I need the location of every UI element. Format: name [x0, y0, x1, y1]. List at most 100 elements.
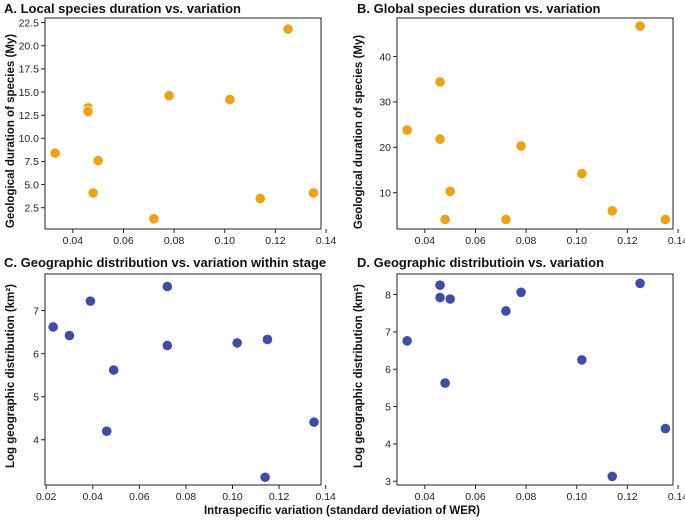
panel-b-data-point: [434, 133, 446, 145]
panel-d-x-tick-label: 0.08: [516, 491, 537, 503]
panel-b-data-point: [606, 205, 618, 217]
panel-c-data-point: [259, 471, 271, 483]
panel-c-data-point: [231, 337, 243, 349]
panel-c-data-point: [63, 329, 76, 342]
panel-d-x-tick-label: 0.04: [415, 491, 436, 503]
panel-c-data-point: [161, 280, 173, 293]
panel-b-x-tick-label: 0.14: [668, 235, 685, 247]
panel-d-data-point: [576, 354, 588, 366]
panel-b-data-point: [444, 185, 456, 197]
panel-d-data-point: [659, 423, 672, 435]
panel-c-y-tick-label: 5: [33, 392, 39, 404]
panel-a-x-tick-label: 0.04: [63, 235, 84, 247]
panel-d-data-point: [500, 305, 512, 317]
panel-b-ylabel: Geological duration of species (My): [353, 35, 365, 229]
panel-b-plot-frame: [396, 17, 674, 230]
panel-a-y-tick-label: 5.0: [24, 179, 39, 191]
panel-c-x-tick-label: 0.02: [36, 491, 57, 503]
panel-c-ylabel: Log geographic distribution (km²): [5, 284, 17, 468]
panel-d-data-point: [515, 286, 527, 298]
panel-a-y-tick-label: 22.5: [19, 17, 40, 29]
panel-c-x-tick-label: 0.04: [83, 491, 104, 503]
panel-b-x-tick-label: 0.04: [415, 235, 436, 247]
panel-d-y-tick-label: 6: [385, 364, 391, 376]
panel-a-data-point: [254, 192, 266, 205]
panel-d-data-point: [434, 279, 446, 291]
panel-d-y-tick-label: 5: [385, 401, 391, 413]
panel-c: C. Geographic distribution vs. variation…: [4, 255, 336, 503]
panel-a-y-tick-label: 12.5: [19, 110, 40, 122]
panel-a-y-tick-label: 2.5: [24, 203, 39, 215]
panel-d-data-point: [634, 277, 646, 289]
panel-d-x-tick-label: 0.06: [465, 491, 486, 503]
panel-b-y-tick-label: 40: [379, 51, 391, 63]
panel-a-y-tick-label: 10.0: [19, 133, 40, 145]
panel-d-x-tick-label: 0.10: [567, 491, 588, 503]
panel-a-data-point: [92, 154, 104, 167]
panel-c-data-point: [161, 339, 173, 352]
panel-a-plot-frame: [44, 17, 322, 230]
panel-a-data-point: [148, 213, 160, 225]
panel-d-title: D. Geographic distributioin vs. variatio…: [357, 255, 604, 270]
panel-b-data-point: [515, 140, 527, 152]
panel-c-x-tick-label: 0.06: [129, 491, 150, 503]
panel-b-title: B. Global species duration vs. variation: [357, 1, 601, 16]
panel-a-data-point: [49, 147, 61, 159]
panel-d-ylabel: Log geographic distribution (km²): [353, 284, 365, 468]
panel-d-y-tick-label: 4: [385, 439, 391, 451]
panel-d-data-point: [444, 293, 456, 305]
panel-a-y-tick-label: 17.5: [19, 64, 40, 76]
panel-a-data-point: [307, 187, 320, 199]
panel-c-y-tick-label: 7: [33, 305, 39, 317]
panel-a-y-tick-label: 7.5: [24, 156, 39, 168]
panel-c-data-point: [308, 416, 320, 428]
panel-b-data-point: [659, 213, 672, 226]
panel-c-y-tick-label: 4: [33, 435, 39, 447]
panel-d-x-tick-label: 0.12: [617, 491, 638, 503]
panel-c-data-point: [101, 425, 113, 437]
panel-b-x-tick-label: 0.06: [465, 235, 486, 247]
panel-a-data-point: [282, 23, 294, 35]
panel-b-data-point: [634, 20, 646, 32]
panel-d-data-point: [434, 291, 446, 304]
panel-b-data-point: [439, 213, 451, 226]
panel-d-data-point: [401, 335, 413, 347]
panel-a-title: A. Local species duration vs. variation: [4, 1, 241, 16]
panel-c-title: C. Geographic distribution vs. variation…: [4, 255, 326, 270]
panel-a-data-point: [87, 187, 99, 199]
panel-b-x-tick-label: 0.10: [567, 235, 588, 247]
panel-d-y-tick-label: 7: [385, 327, 391, 339]
panel-a: A. Local species duration vs. variation …: [4, 1, 336, 247]
panel-a-data-point: [163, 90, 175, 102]
panel-a-data-point: [224, 93, 236, 106]
panel-a-y-tick-label: 15.0: [19, 87, 40, 99]
panel-b-data-point: [576, 168, 588, 180]
panel-b-data-point: [500, 213, 512, 226]
panel-b-y-tick-label: 20: [379, 142, 391, 154]
panel-b-y-tick-label: 30: [379, 97, 391, 109]
panel-c-data-point: [47, 321, 59, 333]
panel-d-y-tick-label: 8: [385, 289, 391, 301]
panel-d-data-point: [439, 377, 451, 389]
panel-b-data-point: [401, 124, 413, 136]
panel-a-ylabel: Geological duration of species (My): [5, 34, 17, 228]
panel-a-x-tick-label: 0.10: [215, 235, 236, 247]
panel-a-x-tick-label: 0.14: [316, 235, 337, 247]
panel-c-plot-frame: [44, 273, 322, 486]
shared-x-axis-label: Intraspecific variation (standard deviat…: [204, 505, 480, 517]
panel-c-x-tick-label: 0.12: [269, 491, 290, 503]
panel-a-x-tick-label: 0.06: [113, 235, 134, 247]
panel-c-x-tick-label: 0.08: [176, 491, 197, 503]
panel-c-data-point: [261, 333, 274, 346]
panel-b-x-tick-label: 0.12: [617, 235, 638, 247]
panel-c-data-point: [84, 295, 97, 307]
panel-d: D. Geographic distributioin vs. variatio…: [353, 255, 685, 503]
panel-b-data-point: [434, 76, 446, 88]
panel-c-x-tick-label: 0.14: [315, 491, 336, 503]
panel-d-y-tick-label: 3: [385, 476, 391, 488]
panel-d-x-tick-label: 0.14: [668, 491, 685, 503]
panel-a-data-point: [82, 105, 94, 118]
panel-b-y-tick-label: 10: [379, 187, 391, 199]
panel-c-y-tick-label: 6: [33, 348, 39, 360]
